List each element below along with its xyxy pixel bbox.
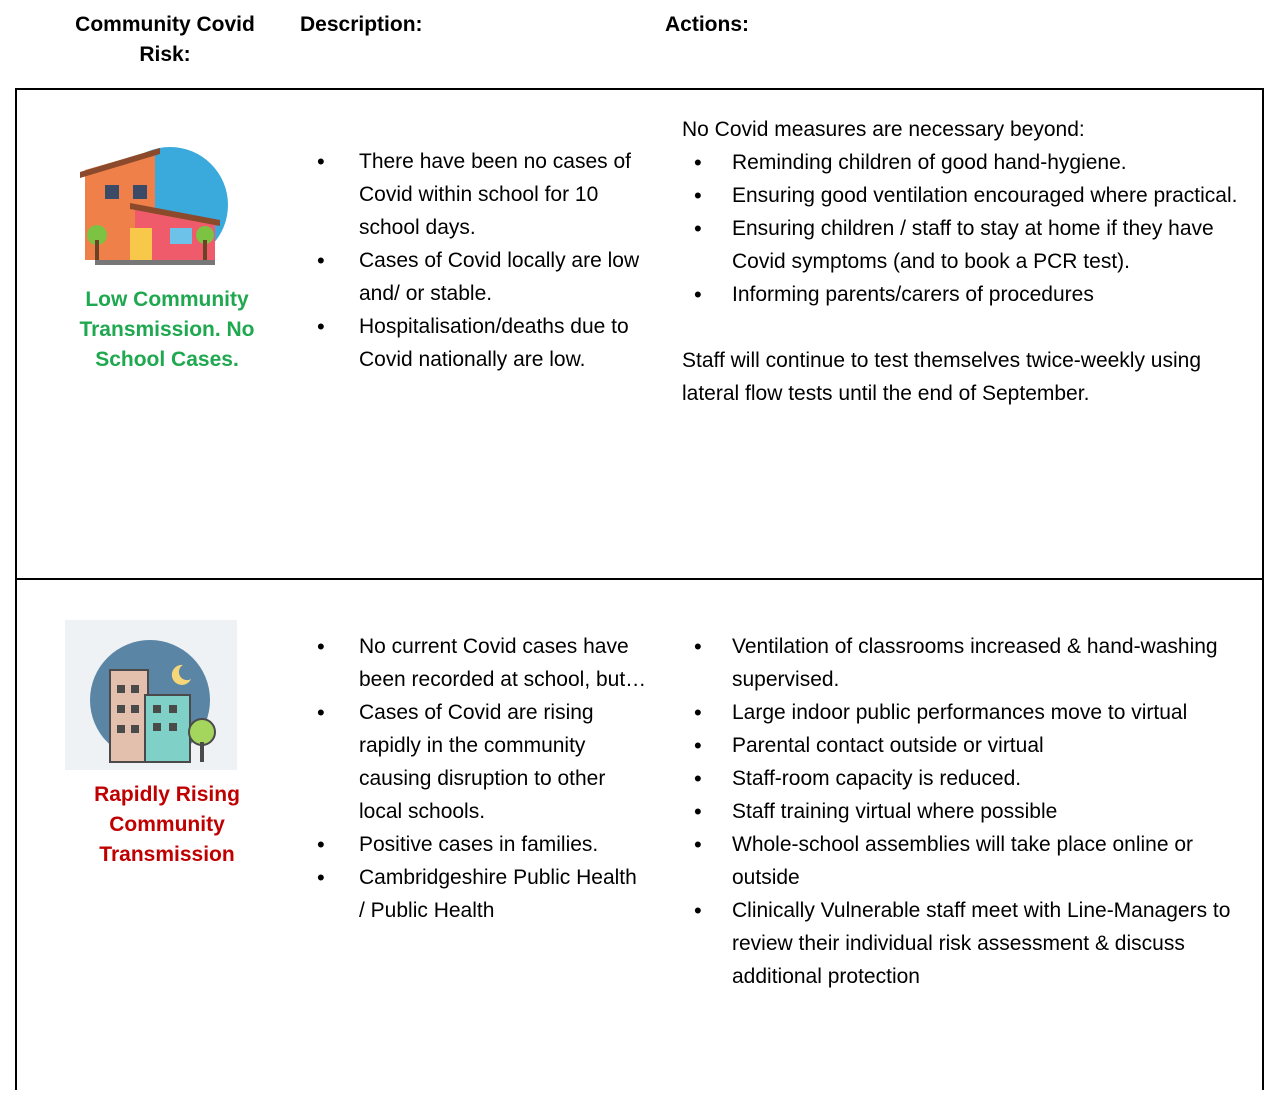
actions-list: Ventilation of classrooms increased & ha…	[682, 630, 1252, 993]
action-item: Ventilation of classrooms increased & ha…	[682, 630, 1252, 696]
column-header: Community Covid Risk:	[75, 13, 255, 66]
action-item: Staff-room capacity is reduced.	[682, 762, 1252, 795]
column-header: Description:	[300, 13, 423, 36]
actions: No Covid measures are necessary beyond: …	[682, 113, 1252, 410]
house-icon	[80, 147, 228, 265]
description-item: There have been no cases of Covid within…	[317, 145, 647, 244]
description-list: There have been no cases of Covid within…	[317, 145, 647, 376]
city-icon	[65, 620, 237, 770]
page: {"header":{"columns":["Community Covid R…	[0, 0, 1276, 1057]
action-item: Clinically Vulnerable staff meet with Li…	[682, 894, 1252, 993]
description-item: Cases of Covid locally are low and/ or s…	[317, 244, 647, 310]
description-item: Cases of Covid are rising rapidly in the…	[317, 696, 647, 828]
actions-list: Reminding children of good hand-hygiene.…	[682, 146, 1252, 311]
action-item: Whole-school assemblies will take place …	[682, 828, 1252, 894]
risk-level: Low Community Transmission. No School Ca…	[79, 288, 255, 371]
action-item: Large indoor public performances move to…	[682, 696, 1252, 729]
description-item: Positive cases in families.	[317, 828, 647, 861]
table-row: Low Community Transmission. No School Ca…	[17, 90, 1262, 580]
table-row: Rapidly Rising Community Transmission No…	[17, 580, 1262, 1100]
risk-level: Rapidly Rising Community Transmission	[94, 783, 240, 866]
action-item: Ensuring children / staff to stay at hom…	[682, 212, 1252, 278]
description-item: No current Covid cases have been recorde…	[317, 630, 647, 696]
action-item: Ensuring good ventilation encouraged whe…	[682, 179, 1252, 212]
action-item: Staff training virtual where possible	[682, 795, 1252, 828]
actions-intro: No Covid measures are necessary beyond:	[682, 118, 1085, 141]
action-item: Informing parents/carers of procedures	[682, 278, 1252, 311]
description-item: Cambridgeshire Public Health / Public He…	[317, 861, 647, 927]
column-header: Actions:	[665, 13, 749, 36]
description-list: No current Covid cases have been recorde…	[317, 630, 647, 927]
risk-table: Low Community Transmission. No School Ca…	[15, 88, 1264, 1090]
actions-note: Staff will continue to test themselves t…	[682, 349, 1202, 405]
action-item: Parental contact outside or virtual	[682, 729, 1252, 762]
action-item: Reminding children of good hand-hygiene.	[682, 146, 1252, 179]
description-item: Hospitalisation/deaths due to Covid nati…	[317, 310, 647, 376]
